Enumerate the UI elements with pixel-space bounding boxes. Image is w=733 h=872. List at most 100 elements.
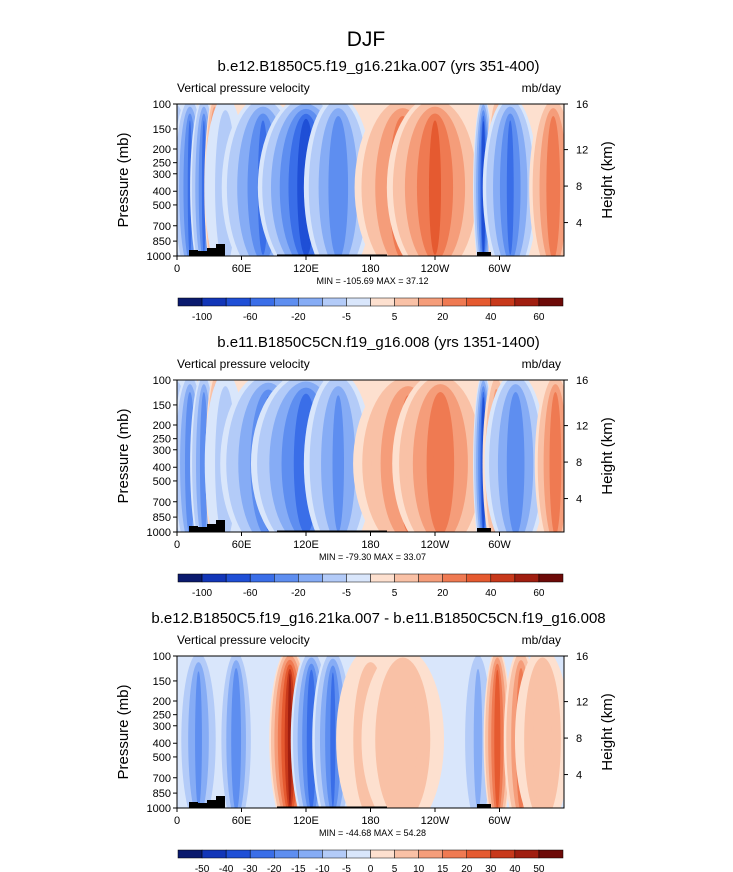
colorbar-swatch — [538, 573, 564, 583]
colorbar-label: 60 — [533, 312, 545, 323]
terrain-bar — [207, 248, 216, 256]
x-tick-label: 60E — [232, 815, 252, 827]
colorbar-swatch — [490, 573, 516, 583]
colorbar-label: -5 — [342, 312, 351, 323]
y-tick-label: 150 — [153, 400, 171, 412]
colorbar-swatch — [274, 573, 299, 583]
y-tick-label: 100 — [153, 651, 171, 663]
colorbar-label: 40 — [509, 864, 521, 872]
x-tick-label: 120W — [421, 815, 450, 827]
y-axis-title: Pressure (mb) — [115, 408, 132, 503]
colorbar-swatch — [322, 297, 347, 307]
colorbar-swatch — [298, 573, 323, 583]
colorbar-swatch — [466, 573, 492, 583]
x-tick-label: 60W — [488, 263, 511, 275]
y-tick-label: 500 — [153, 752, 171, 764]
colorbar-swatch — [370, 297, 395, 307]
min-max-label: MIN = -44.68 MAX = 54.28 — [319, 828, 426, 838]
colorbar-swatch — [418, 849, 443, 859]
colorbar-swatch — [177, 297, 203, 307]
panel-title: b.e12.B1850C5.f19_g16.21ka.007 (yrs 351-… — [218, 58, 540, 75]
terrain-bar — [198, 803, 207, 808]
height-tick-label: 16 — [576, 375, 588, 387]
contour-band — [201, 395, 206, 532]
x-tick-label: 120E — [293, 263, 319, 275]
y-tick-label: 1000 — [147, 251, 171, 263]
colorbar-swatch — [442, 849, 467, 859]
colorbar-swatch — [418, 297, 443, 307]
colorbar-label: 50 — [533, 864, 545, 872]
y-tick-label: 300 — [153, 721, 171, 733]
colorbar-swatch — [394, 849, 419, 859]
contour-band — [388, 666, 417, 808]
contour-band — [330, 672, 336, 807]
y-tick-label: 100 — [153, 99, 171, 111]
colorbar-swatch — [394, 297, 419, 307]
x-tick-label: 180 — [361, 539, 379, 551]
y-axis-title: Pressure (mb) — [115, 684, 132, 779]
terrain-bar — [477, 252, 491, 256]
contour-band — [473, 668, 483, 808]
colorbar-swatch — [442, 573, 467, 583]
colorbar-swatch — [249, 297, 275, 307]
colorbar-swatch — [322, 849, 347, 859]
colorbar-swatch — [201, 849, 227, 859]
contour-field — [177, 656, 564, 808]
colorbar-swatch — [370, 573, 395, 583]
colorbar-label: -100 — [192, 588, 212, 599]
terrain-bar — [198, 251, 207, 256]
terrain-bar — [189, 802, 198, 808]
height-tick-label: 4 — [576, 218, 582, 230]
y-tick-label: 700 — [153, 773, 171, 785]
y-tick-label: 250 — [153, 710, 171, 722]
contour-band — [433, 395, 448, 532]
colorbar-swatch — [274, 849, 299, 859]
terrain-bar — [277, 806, 387, 808]
y-tick-label: 250 — [153, 434, 171, 446]
min-max-label: MIN = -105.69 MAX = 37.12 — [316, 276, 428, 286]
colorbar-label: 60 — [533, 588, 545, 599]
panel-right-label: mb/day — [522, 633, 561, 647]
terrain-bar — [216, 796, 225, 808]
colorbar-swatch — [538, 849, 564, 859]
y-tick-label: 400 — [153, 462, 171, 474]
colorbar-label: -10 — [315, 864, 330, 872]
x-tick-label: 0 — [174, 815, 180, 827]
y-tick-label: 300 — [153, 169, 171, 181]
x-tick-label: 60E — [232, 539, 252, 551]
colorbar-swatch — [322, 573, 347, 583]
colorbar-swatch — [394, 573, 419, 583]
terrain-bar — [207, 524, 216, 532]
y-tick-label: 500 — [153, 200, 171, 212]
colorbar-label: -5 — [342, 864, 351, 872]
contour-band — [309, 672, 314, 807]
y-tick-label: 200 — [153, 696, 171, 708]
y-tick-label: 300 — [153, 445, 171, 457]
colorbar-label: -50 — [195, 864, 210, 872]
panel-left-label: Vertical pressure velocity — [177, 633, 310, 647]
contour-band — [552, 395, 559, 532]
terrain-bar — [216, 244, 225, 256]
height-axis-title: Height (km) — [599, 141, 616, 219]
x-tick-label: 60W — [488, 815, 511, 827]
colorbar-swatch — [249, 573, 275, 583]
contour-band — [187, 120, 193, 255]
colorbar-swatch — [346, 849, 371, 859]
y-tick-label: 150 — [153, 124, 171, 136]
colorbar-label: 15 — [437, 864, 449, 872]
colorbar-swatch — [418, 573, 443, 583]
y-tick-label: 400 — [153, 186, 171, 198]
height-tick-label: 12 — [576, 697, 588, 709]
panel-title: b.e12.B1850C5.f19_g16.21ka.007 - b.e11.B… — [151, 610, 605, 627]
colorbar-swatch — [514, 849, 540, 859]
y-tick-label: 850 — [153, 512, 171, 524]
colorbar-swatch — [177, 849, 203, 859]
y-tick-label: 700 — [153, 497, 171, 509]
colorbar-swatch — [298, 297, 323, 307]
x-tick-label: 120E — [293, 539, 319, 551]
contour-band — [428, 120, 442, 255]
panel-3: b.e12.B1850C5.f19_g16.21ka.007 - b.e11.B… — [115, 610, 616, 872]
colorbar-label: 40 — [485, 588, 497, 599]
height-tick-label: 4 — [576, 494, 582, 506]
